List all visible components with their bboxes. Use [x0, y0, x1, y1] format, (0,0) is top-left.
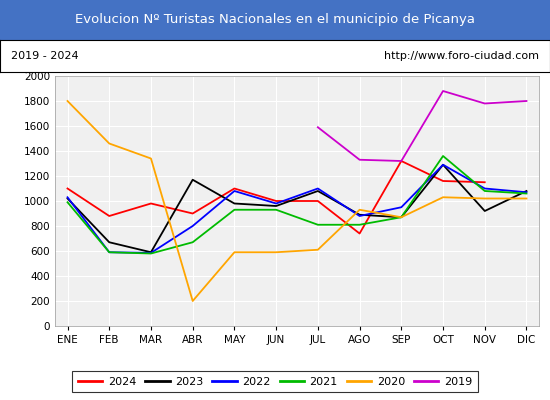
Text: http://www.foro-ciudad.com: http://www.foro-ciudad.com	[384, 51, 539, 61]
Text: 2019 - 2024: 2019 - 2024	[11, 51, 79, 61]
Legend: 2024, 2023, 2022, 2021, 2020, 2019: 2024, 2023, 2022, 2021, 2020, 2019	[73, 371, 477, 392]
Text: Evolucion Nº Turistas Nacionales en el municipio de Picanya: Evolucion Nº Turistas Nacionales en el m…	[75, 14, 475, 26]
